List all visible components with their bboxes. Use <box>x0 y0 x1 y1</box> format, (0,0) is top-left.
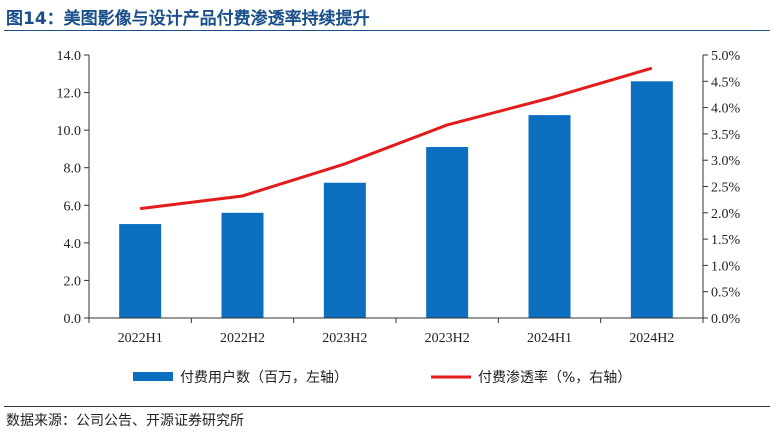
left-axis-tick-label: 8.0 <box>64 162 82 177</box>
right-axis-tick-label: 4.5% <box>711 75 741 90</box>
x-axis-labels: 2022H1 2022H2 2023H2 2023H2 2024H1 2024H2 <box>118 331 675 346</box>
left-axis-tick-label: 2.0 <box>64 274 82 289</box>
legend-line-label: 付费渗透率（%，右轴） <box>478 369 631 386</box>
legend: 付费用户数（百万，左轴） 付费渗透率（%，右轴） <box>133 369 631 386</box>
right-axis-tick-label: 2.5% <box>711 181 741 196</box>
bar-series <box>119 81 673 318</box>
right-axis-ticks: 0.0% 0.5% 1.0% 1.5% 2.0% 2.5% 3.0% 3.5% 4.0% 4.5%… <box>703 49 741 327</box>
right-axis-tick-label: 3.5% <box>711 128 741 143</box>
bar-2024h1 <box>528 115 571 318</box>
x-axis-label: 2022H1 <box>118 331 163 346</box>
left-axis-tick-label: 12.0 <box>57 87 82 102</box>
source-note: 数据来源：公司公告、开源证券研究所 <box>6 413 244 429</box>
left-axis-tick-label: 0.0 <box>64 312 82 327</box>
axes <box>88 55 704 323</box>
right-axis-tick-label: 5.0% <box>711 49 741 64</box>
right-axis-tick-label: 4.0% <box>711 102 741 117</box>
left-axis-tick-label: 6.0 <box>64 199 82 214</box>
chart-title: 图14：美图影像与设计产品付费渗透率持续提升 <box>6 9 370 29</box>
bar-2024h2 <box>630 81 673 318</box>
legend-bar-swatch <box>133 372 173 381</box>
left-axis-tick-label: 14.0 <box>57 49 82 64</box>
left-axis-tick-label: 10.0 <box>57 124 82 139</box>
right-axis-tick-label: 0.5% <box>711 286 741 301</box>
x-axis-label: 2023H2 <box>322 331 367 346</box>
bar-2022h1 <box>119 224 162 318</box>
footer-divider <box>4 406 770 407</box>
right-axis-tick-label: 3.0% <box>711 154 741 169</box>
bar-2022h2 <box>221 212 264 318</box>
penetration-rate-line <box>139 66 653 211</box>
right-axis-tick-label: 1.0% <box>711 259 741 274</box>
right-axis-tick-label: 1.5% <box>711 233 741 248</box>
x-axis-label: 2023H2 <box>425 331 470 346</box>
x-axis-label: 2024H2 <box>629 331 674 346</box>
bar-2023h2 <box>323 182 366 318</box>
legend-bar-label: 付费用户数（百万，左轴） <box>180 369 348 386</box>
title-divider <box>4 30 770 31</box>
left-axis-tick-label: 4.0 <box>64 237 82 252</box>
bar-2023h2 <box>426 147 469 318</box>
line-series <box>139 66 653 211</box>
right-axis-tick-label: 0.0% <box>711 312 741 327</box>
right-axis-tick-label: 2.0% <box>711 207 741 222</box>
x-axis-label: 2022H2 <box>220 331 265 346</box>
left-axis-ticks: 0.0 2.0 4.0 6.0 8.0 10.0 12.0 14.0 <box>57 49 89 327</box>
x-axis-label: 2024H1 <box>527 331 572 346</box>
